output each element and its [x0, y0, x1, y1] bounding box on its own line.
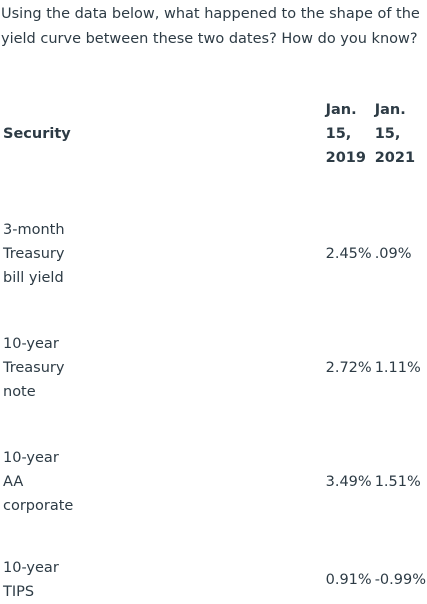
value-2019: 3.49% — [325, 474, 372, 490]
header-jan-2019-line1: Jan. — [325, 102, 357, 118]
table-row-10-year-tips: 10-year TIPS 0.91% -0.99% — [1, 518, 427, 604]
value-2019: 0.91% — [325, 572, 372, 588]
header-jan-2021-line1: Jan. — [374, 102, 406, 118]
value-2021: 1.11% — [374, 360, 421, 376]
row-label-line: 3-month — [3, 222, 65, 238]
row-label-line: 10-year — [3, 560, 59, 576]
header-security: Security — [3, 126, 71, 142]
row-label-line: 10-year — [3, 450, 59, 466]
value-2021: .09% — [374, 246, 412, 262]
row-label: 10-year Treasury note — [1, 290, 324, 404]
table-row-3-month-treasury: 3-month Treasury bill yield 2.45% .09% — [1, 176, 427, 290]
header-jan-2019-line3: 2019 — [325, 150, 366, 166]
value-2019: 2.72% — [325, 360, 372, 376]
row-label: 10-year TIPS — [1, 518, 324, 604]
yield-table: Security Jan. 15, 2019 Jan. 15, 2021 3-m… — [1, 96, 427, 604]
row-label-line: Treasury — [3, 360, 65, 376]
row-label-line: corporate — [3, 498, 74, 514]
header-jan-2021: Jan. 15, 2021 — [373, 96, 427, 176]
row-label: 3-month Treasury bill yield — [1, 176, 324, 290]
header-jan-2019-line2: 15, — [325, 126, 352, 142]
row-label-line: Treasury — [3, 246, 65, 262]
value-2021: -0.99% — [374, 572, 426, 588]
row-label: 10-year AA corporate — [1, 404, 324, 518]
row-label-line: 10-year — [3, 336, 59, 352]
table-row-10-year-treasury: 10-year Treasury note 2.72% 1.11% — [1, 290, 427, 404]
header-jan-2021-line3: 2021 — [374, 150, 416, 166]
value-2019: 2.45% — [325, 246, 372, 262]
header-jan-2021-line2: 15, — [374, 126, 401, 142]
row-label-line: note — [3, 384, 36, 400]
value-2021: 1.51% — [374, 474, 421, 490]
table-row-10-year-aa-corporate: 10-year AA corporate 3.49% 1.51% — [1, 404, 427, 518]
row-label-line: bill yield — [3, 270, 64, 286]
row-label-line: TIPS — [3, 584, 35, 600]
row-label-line: AA — [3, 474, 24, 490]
table-header-row: Security Jan. 15, 2019 Jan. 15, 2021 — [1, 96, 427, 176]
header-jan-2019: Jan. 15, 2019 — [324, 96, 373, 176]
question-text: Using the data below, what happened to t… — [1, 6, 420, 47]
